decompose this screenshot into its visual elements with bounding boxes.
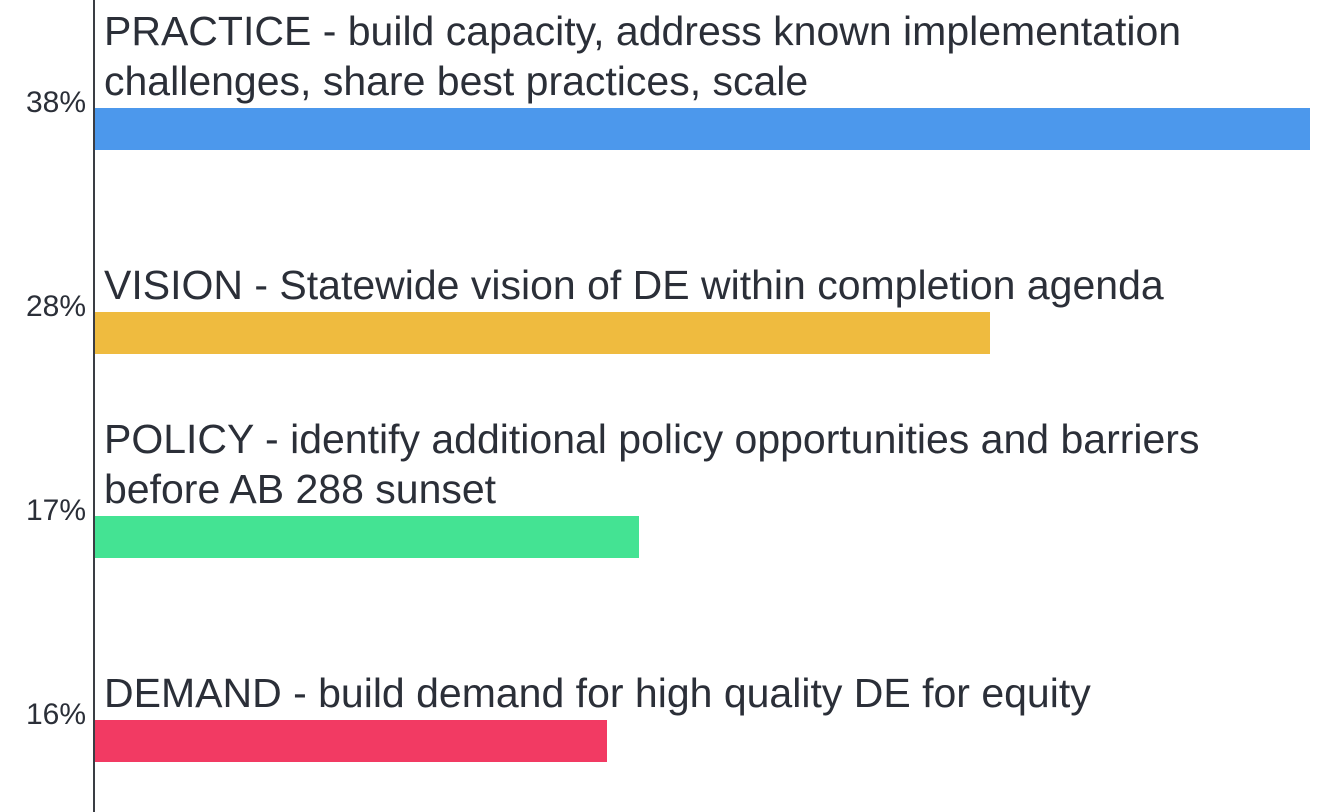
category-label: POLICY - identify additional policy oppo…	[104, 416, 1200, 512]
category-label: VISION - Statewide vision of DE within c…	[104, 262, 1164, 308]
bar	[95, 516, 639, 558]
bar	[95, 720, 607, 762]
category-label: DEMAND - build demand for high quality D…	[104, 670, 1091, 716]
value-label: 16%	[25, 698, 86, 731]
bar	[95, 108, 1310, 150]
value-label: 17%	[25, 494, 86, 527]
bar	[95, 312, 991, 354]
axis-line	[93, 0, 95, 812]
value-label: 28%	[25, 290, 86, 323]
value-label: 38%	[25, 86, 86, 119]
category-label: PRACTICE - build capacity, address known…	[104, 8, 1182, 104]
